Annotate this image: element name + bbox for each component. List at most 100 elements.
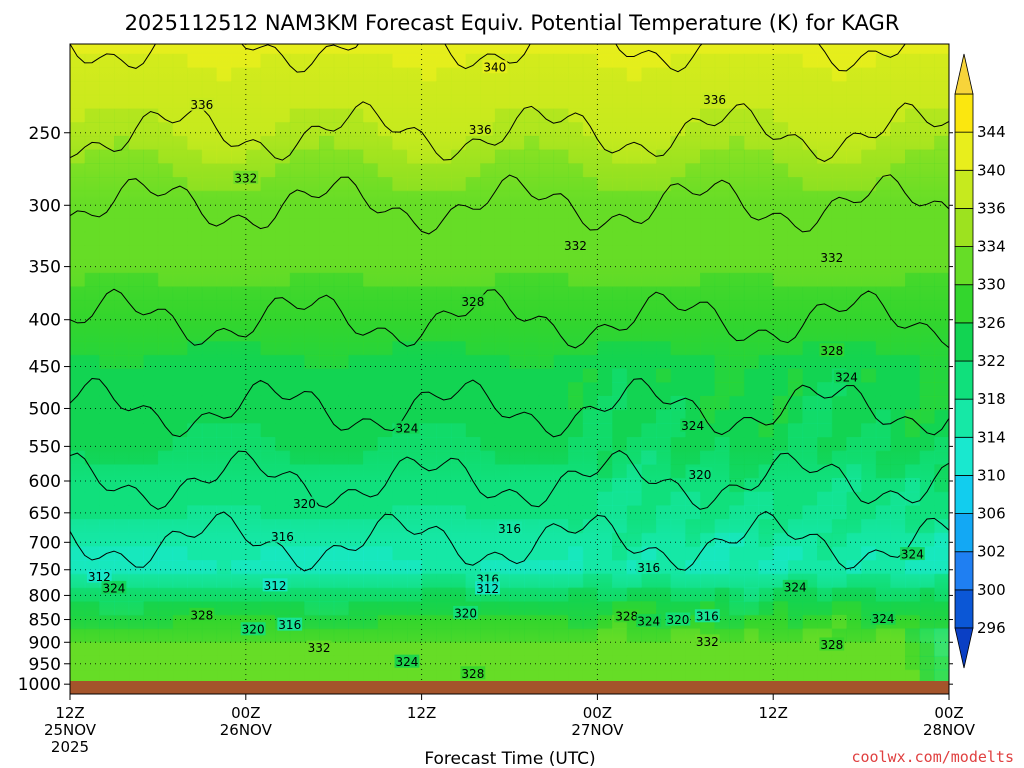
field-cell (846, 519, 862, 534)
field-cell (128, 519, 144, 534)
field-cell (905, 163, 921, 178)
field-cell (143, 546, 159, 561)
field-cell (494, 546, 511, 561)
field-cell (656, 245, 672, 260)
field-cell (743, 149, 760, 164)
field-cell (656, 450, 672, 465)
field-cell (934, 450, 949, 465)
field-cell (846, 204, 862, 219)
field-cell (275, 94, 291, 110)
field-cell (260, 272, 276, 288)
field-cell (787, 395, 804, 411)
field-cell (436, 81, 452, 96)
field-cell (846, 614, 862, 630)
field-cell (553, 67, 569, 82)
field-cell (333, 560, 349, 575)
field-cell (201, 218, 218, 233)
field-cell (348, 190, 364, 205)
field-cell (187, 245, 203, 260)
field-cell (407, 300, 423, 315)
field-cell (568, 354, 584, 370)
field-cell (84, 519, 100, 534)
field-cell (465, 81, 481, 96)
field-cell (333, 478, 349, 493)
field-cell (612, 108, 628, 123)
field-cell (494, 286, 511, 301)
field-cell (802, 601, 818, 616)
field-cell (348, 423, 364, 438)
field-cell (480, 532, 496, 548)
field-cell (172, 204, 188, 219)
field-cell (538, 409, 555, 424)
field-cell (890, 245, 906, 260)
field-cell (568, 560, 584, 575)
field-cell (436, 177, 452, 192)
field-cell (685, 491, 701, 506)
field-cell (831, 409, 847, 424)
field-cell (685, 163, 701, 178)
field-cell (582, 341, 598, 356)
field-cell (509, 546, 525, 561)
field-cell (260, 286, 276, 301)
field-cell (656, 313, 672, 329)
field-cell (333, 259, 349, 274)
colorbar-swatch (954, 322, 974, 362)
field-cell (436, 94, 452, 110)
field-cell (480, 505, 496, 520)
field-cell (231, 368, 247, 383)
field-cell (114, 300, 130, 315)
plot-frame (69, 43, 950, 695)
field-cell (861, 327, 877, 342)
colorbar-swatch (954, 93, 974, 133)
field-cell (802, 560, 818, 575)
colorbar: 2963003023063103143183223263303343363403… (954, 53, 1006, 669)
field-cell (348, 450, 364, 465)
field-cell (128, 177, 144, 192)
field-cell (861, 382, 877, 397)
field-cell (700, 519, 716, 534)
field-cell (685, 519, 701, 534)
field-cell (582, 601, 598, 616)
field-cell (568, 300, 584, 315)
field-cell (143, 286, 159, 301)
field-cell (890, 505, 906, 520)
field-cell (787, 478, 804, 493)
field-cell (348, 546, 364, 561)
field-cell (729, 628, 745, 643)
field-cell (787, 519, 804, 534)
field-cell (890, 395, 906, 411)
field-cell (670, 108, 686, 123)
field-cell (934, 313, 949, 329)
field-cell (773, 341, 789, 356)
field-cell (729, 669, 745, 684)
field-cell (421, 259, 437, 274)
field-cell (128, 163, 144, 178)
contour-label-bg (694, 609, 720, 623)
contour-label: 332 (564, 239, 587, 253)
field-cell (612, 53, 628, 69)
field-cell (377, 450, 393, 465)
field-cell (743, 614, 760, 630)
field-cell (890, 163, 906, 178)
field-cell (465, 272, 481, 288)
field-cell (524, 177, 540, 192)
field-cell (700, 560, 716, 575)
field-cell (861, 368, 877, 383)
field-cell (743, 94, 760, 110)
field-cell (919, 382, 935, 397)
field-cell (157, 478, 174, 493)
field-cell (538, 642, 555, 657)
field-cell (597, 587, 613, 602)
colorbar-swatch (954, 589, 974, 629)
contour-label-bg (306, 640, 332, 654)
field-cell (524, 628, 540, 643)
field-cell (494, 491, 511, 506)
field-cell (861, 53, 877, 69)
field-cell (304, 122, 320, 137)
field-cell (758, 53, 774, 69)
field-cell (275, 218, 291, 233)
contour-label-bg (819, 343, 845, 357)
field-cell (304, 395, 320, 411)
field-cell (450, 53, 467, 69)
field-cell (802, 354, 818, 370)
